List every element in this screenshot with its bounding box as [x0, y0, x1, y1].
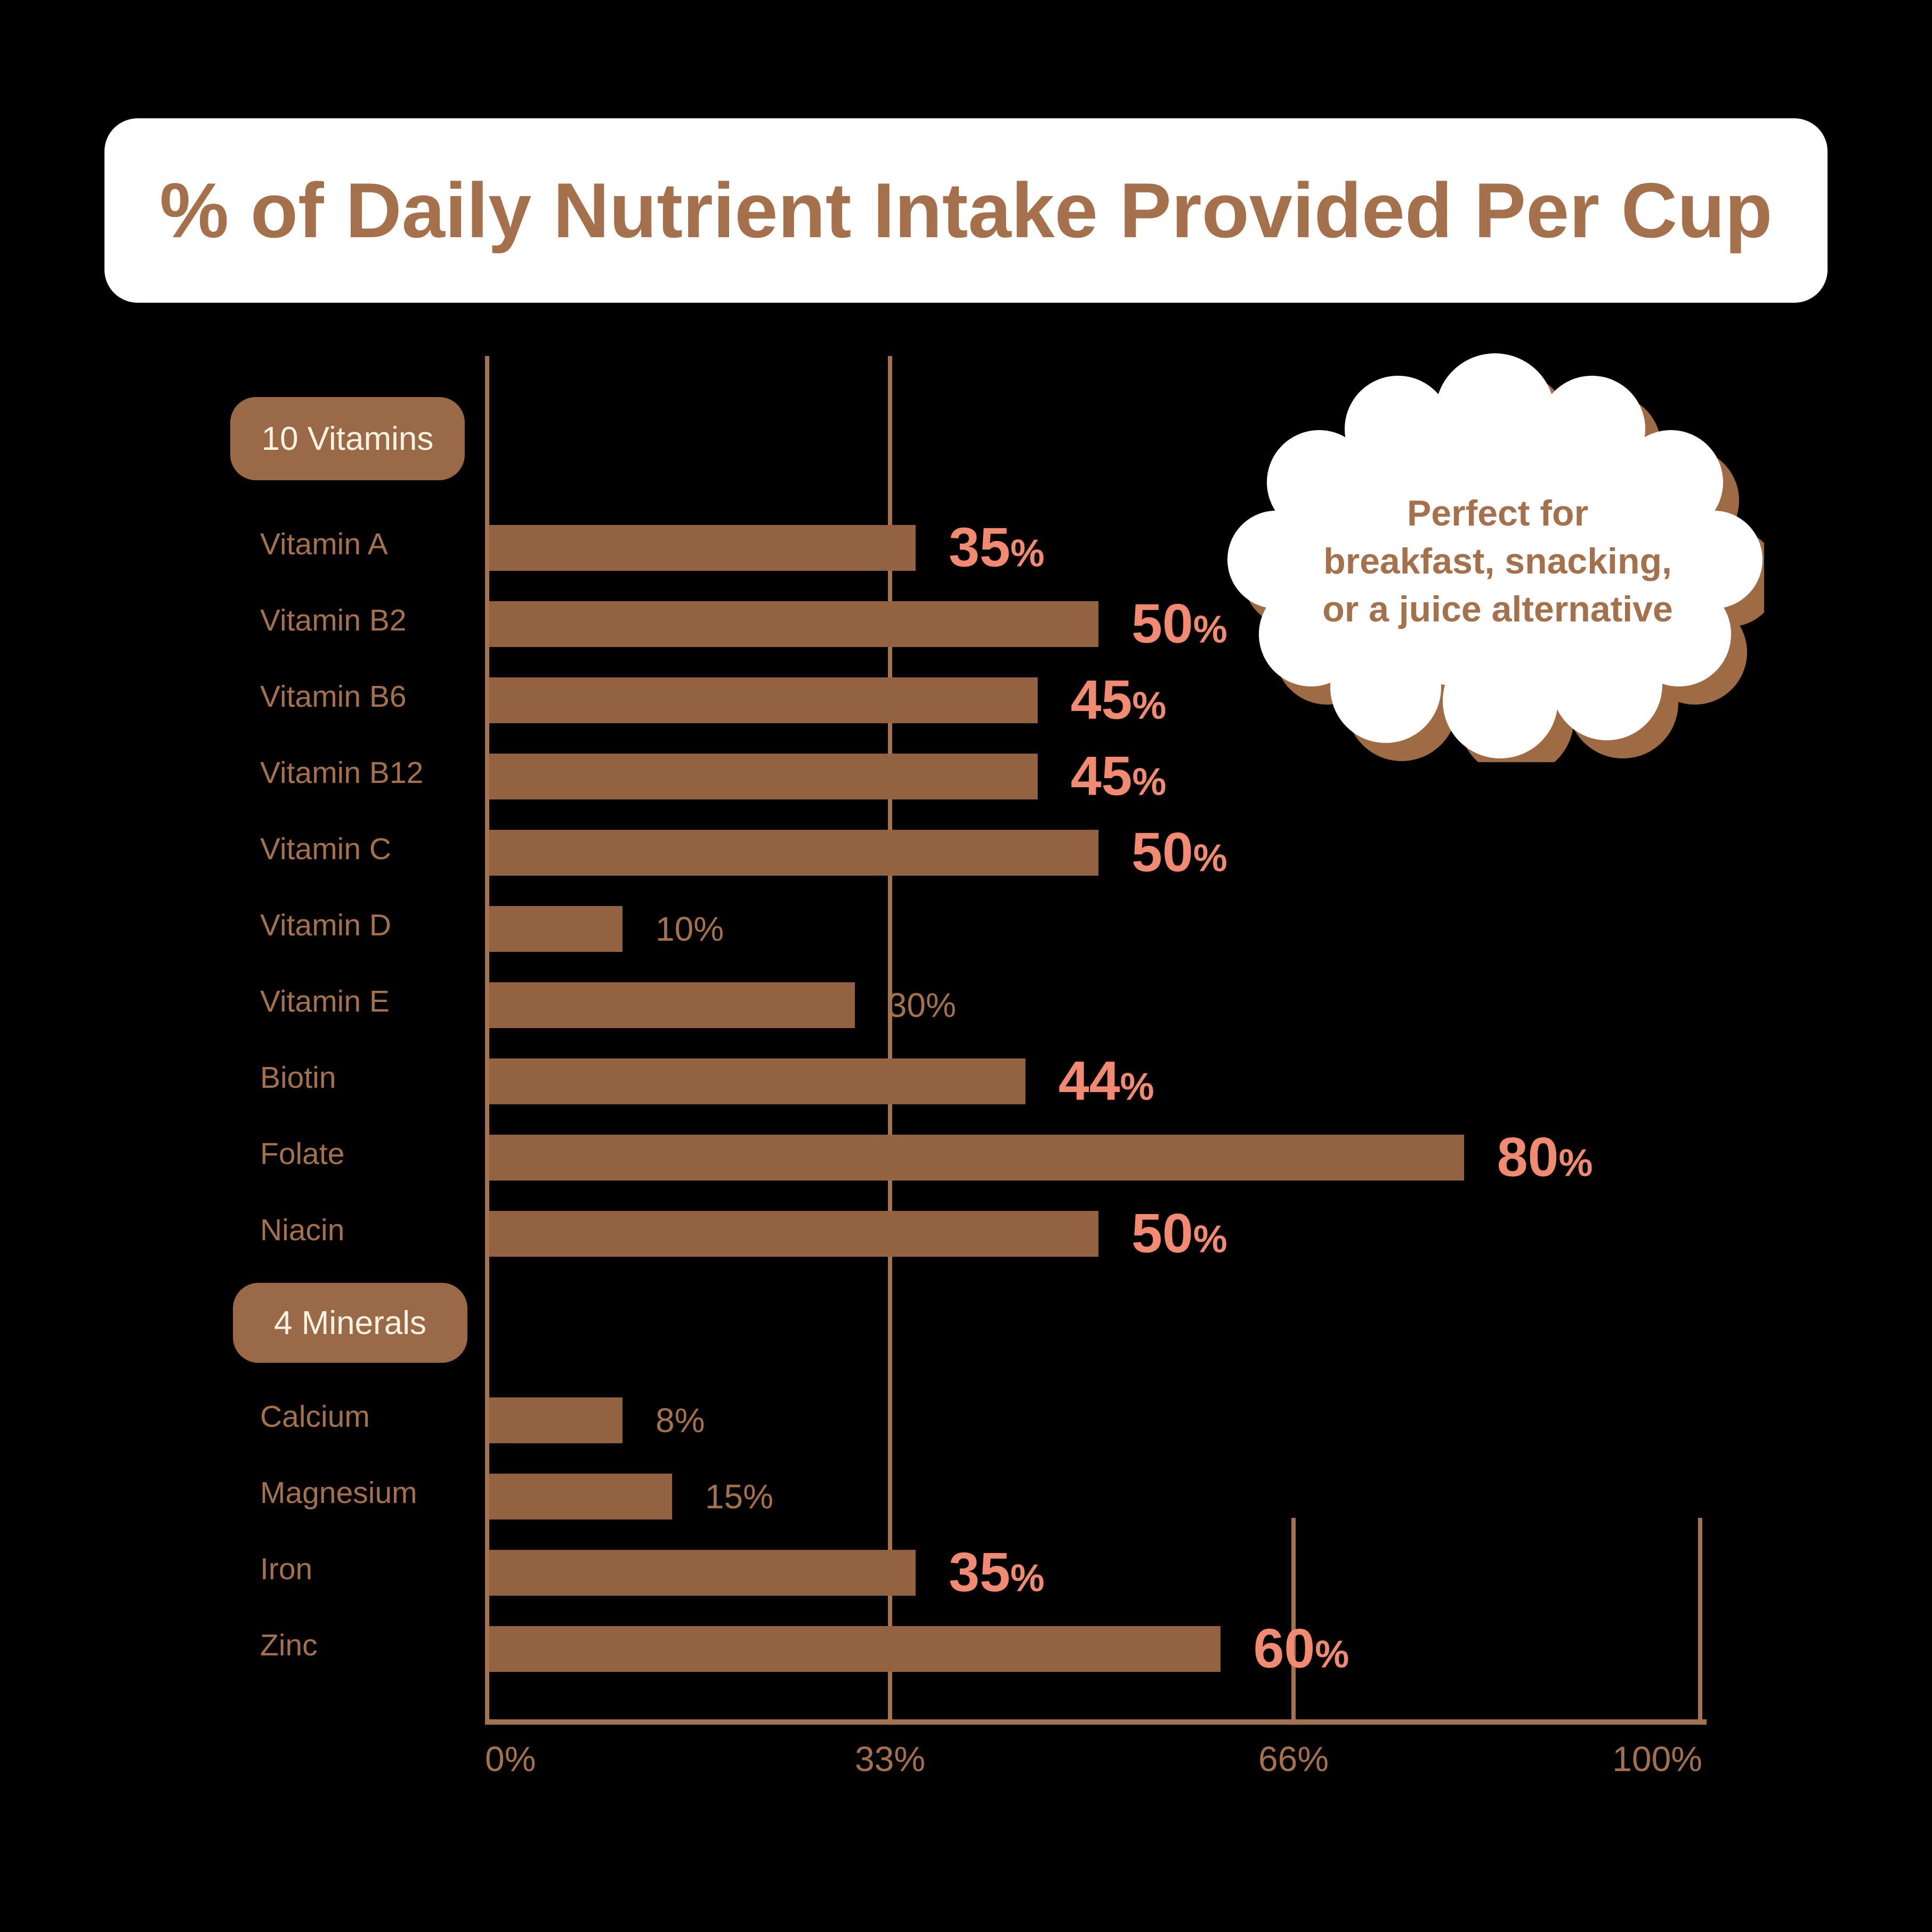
value-percent-sign: %	[1010, 1557, 1045, 1600]
value-percent-sign: %	[1315, 1633, 1349, 1676]
category-label: Calcium	[260, 1400, 370, 1434]
category-label: Vitamin B6	[260, 680, 407, 714]
value-label: 35%	[949, 1541, 1045, 1605]
x-axis-line	[485, 1719, 1707, 1725]
bar	[489, 525, 916, 571]
value-percent-sign: %	[1193, 837, 1227, 880]
value-percent-sign: %	[1132, 761, 1167, 804]
bar	[489, 1550, 916, 1596]
value-number: 35	[949, 1541, 1011, 1604]
x-tick-label: 100%	[1612, 1739, 1702, 1779]
category-label: Folate	[260, 1137, 345, 1171]
value-number: 50	[1131, 593, 1193, 655]
value-label: 44%	[1058, 1050, 1154, 1113]
group-badge: 4 Minerals	[233, 1283, 467, 1363]
value-number: 45	[1070, 669, 1133, 731]
bar	[489, 1135, 1464, 1181]
bar	[489, 601, 1098, 647]
bar	[489, 1626, 1220, 1672]
bar	[489, 982, 855, 1028]
x-tick-label: 0%	[485, 1739, 536, 1779]
value-percent-sign: %	[1193, 1218, 1227, 1261]
value-number: 50	[1131, 821, 1193, 884]
value-label: 8%	[656, 1401, 705, 1440]
category-label: Zinc	[260, 1628, 318, 1662]
value-label: 45%	[1071, 669, 1167, 732]
cloud-body	[1227, 353, 1763, 758]
value-label: 50%	[1131, 1202, 1227, 1266]
value-percent-sign: %	[1193, 608, 1227, 651]
gridline-partial	[1291, 1518, 1296, 1725]
category-label: Vitamin E	[260, 984, 390, 1018]
value-label: 10%	[656, 910, 724, 948]
value-number: 44	[1058, 1050, 1120, 1112]
value-label: 60%	[1254, 1618, 1349, 1681]
value-percent-sign: %	[1010, 532, 1045, 575]
value-number: 60	[1253, 1618, 1315, 1680]
value-label: 50%	[1131, 821, 1227, 885]
value-label: 80%	[1497, 1126, 1593, 1190]
callout-line: or a juice alternative	[1322, 589, 1673, 629]
value-percent-sign: %	[1132, 684, 1167, 727]
gridline-partial	[1698, 1518, 1702, 1725]
value-percent-sign: %	[1120, 1065, 1154, 1109]
value-label: 35%	[949, 516, 1045, 580]
category-label: Vitamin B2	[260, 603, 407, 637]
group-badge: 10 Vitamins	[230, 397, 465, 480]
group-badge-label: 4 Minerals	[274, 1304, 426, 1341]
page-title: % of Daily Nutrient Intake Provided Per …	[159, 167, 1773, 254]
bar	[489, 1058, 1025, 1104]
category-label: Iron	[260, 1552, 313, 1586]
x-tick-label: 66%	[1258, 1739, 1329, 1779]
value-label: 30%	[887, 986, 956, 1024]
value-number: 80	[1497, 1126, 1559, 1189]
category-label: Vitamin D	[260, 908, 392, 942]
value-label: 45%	[1071, 745, 1167, 809]
title-card: % of Daily Nutrient Intake Provided Per …	[104, 118, 1828, 303]
category-label: Vitamin A	[260, 527, 388, 561]
callout-line: Perfect for	[1406, 493, 1589, 533]
bar	[489, 830, 1098, 876]
value-number: 45	[1070, 745, 1133, 807]
x-tick-label: 33%	[854, 1739, 926, 1779]
cloud-callout-text: Perfect for breakfast, snacking, or a ju…	[1255, 489, 1740, 633]
category-label: Vitamin B12	[260, 756, 424, 790]
category-label: Vitamin C	[260, 832, 392, 866]
bar	[489, 1211, 1098, 1257]
category-label: Magnesium	[260, 1476, 417, 1510]
category-label: Niacin	[260, 1213, 345, 1247]
gridline	[485, 356, 489, 1725]
bar	[489, 1397, 623, 1443]
value-label: 50%	[1131, 593, 1227, 656]
bar	[489, 754, 1038, 799]
cloud-callout	[1227, 353, 1764, 762]
value-percent-sign: %	[1558, 1142, 1593, 1185]
value-number: 50	[1131, 1202, 1193, 1265]
group-badge-label: 10 Vitamins	[261, 420, 434, 457]
bar	[489, 677, 1038, 723]
value-number: 35	[949, 516, 1011, 579]
value-label: 15%	[705, 1477, 773, 1516]
callout-line: breakfast, snacking,	[1323, 541, 1672, 581]
bar	[489, 906, 623, 952]
category-label: Biotin	[260, 1061, 336, 1095]
bar	[489, 1474, 672, 1519]
gridline	[888, 356, 892, 1725]
